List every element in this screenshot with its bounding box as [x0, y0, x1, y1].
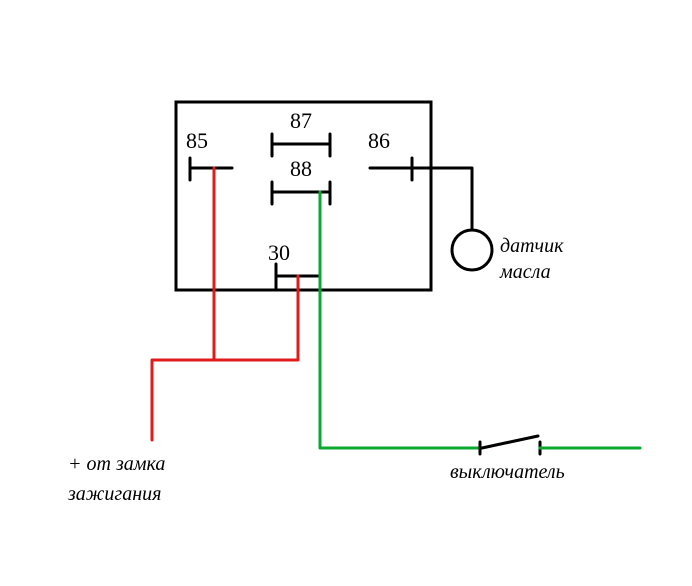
ignition-label-1: + от замка	[68, 453, 165, 475]
switch-label: выключатель	[450, 461, 565, 483]
relay-wiring-diagram: 87 85 86 88 30 датчик масла + от замка з…	[0, 0, 692, 586]
oil-sensor-icon	[452, 230, 492, 270]
pin-85: 85	[186, 128, 232, 180]
pin-86: 86	[368, 128, 412, 180]
oil-sensor-label-1: датчик	[500, 235, 564, 257]
pin-87-label: 87	[290, 108, 312, 133]
pin-30: 30	[268, 240, 320, 288]
wire-black-86	[412, 168, 472, 230]
pin-85-label: 85	[186, 128, 208, 153]
pin-30-label: 30	[268, 240, 290, 265]
ignition-label-2: зажигания	[67, 483, 161, 505]
oil-sensor-label-2: масла	[499, 261, 551, 283]
switch-blade	[482, 436, 538, 448]
wire-red-85	[152, 168, 214, 440]
pin-86-label: 86	[368, 128, 390, 153]
wire-green-88	[320, 192, 480, 448]
pin-87: 87	[272, 108, 330, 156]
pin-88-label: 88	[290, 156, 312, 181]
